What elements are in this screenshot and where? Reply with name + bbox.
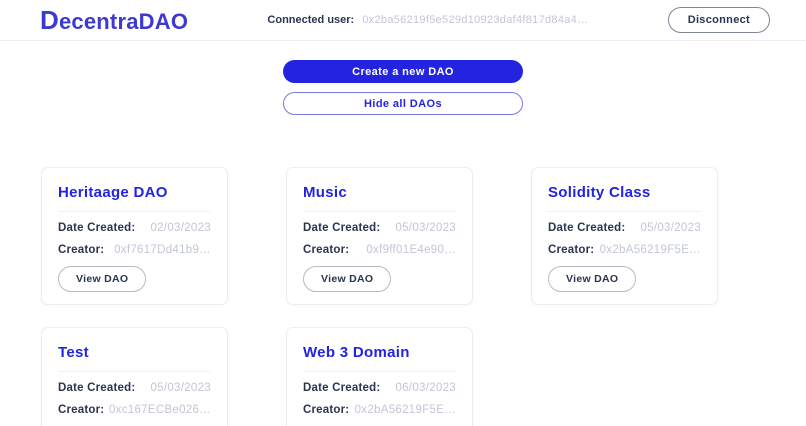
connected-user: Connected user: 0x2ba56219f5e529d10923da… [188,14,668,26]
connected-user-label: Connected user: [267,14,355,26]
creator-value: 0xc167ECBe026… [108,404,211,416]
creator-label: Creator: [303,244,350,256]
view-dao-button[interactable]: View DAO [58,266,147,292]
logo[interactable]: DecentraDAO [40,5,188,36]
date-created-value: 05/03/2023 [395,222,456,234]
dao-card-title: Web 3 Domain [303,340,456,372]
connected-user-address: 0x2ba56219f5e529d10923daf4f817d84a4… [362,14,589,26]
date-created-label: Date Created: [548,222,626,234]
date-created-label: Date Created: [58,222,136,234]
dao-card: Test Date Created: 05/03/2023 Creator: 0… [41,327,228,426]
hide-daos-button[interactable]: Hide all DAOs [283,92,523,115]
logo-rest: ecentraDAO [58,8,189,34]
creator-row: Creator: 0xf9ff01E4e90… [303,244,456,256]
date-created-label: Date Created: [58,382,136,394]
creator-label: Creator: [58,244,105,256]
dao-card-title: Solidity Class [548,180,701,212]
date-created-label: Date Created: [303,222,381,234]
creator-row: Creator: 0xf7617Dd41b9… [58,244,211,256]
date-created-row: Date Created: 06/03/2023 [303,382,456,394]
create-dao-button[interactable]: Create a new DAO [283,60,523,83]
creator-value: 0xf9ff01E4e90… [366,244,456,256]
actions-section: Create a new DAO Hide all DAOs [0,60,806,115]
creator-label: Creator: [303,404,350,416]
creator-label: Creator: [548,244,595,256]
view-dao-button[interactable]: View DAO [303,266,392,292]
dao-cards-grid: Heritaage DAO Date Created: 02/03/2023 C… [41,167,806,426]
dao-card-title: Music [303,180,456,212]
creator-row: Creator: 0x2bA56219F5E… [303,404,456,416]
dao-card: Web 3 Domain Date Created: 06/03/2023 Cr… [286,327,473,426]
creator-value: 0xf7617Dd41b9… [114,244,211,256]
dao-card: Heritaage DAO Date Created: 02/03/2023 C… [41,167,228,305]
date-created-row: Date Created: 02/03/2023 [58,222,211,234]
date-created-row: Date Created: 05/03/2023 [303,222,456,234]
view-dao-button[interactable]: View DAO [548,266,637,292]
date-created-value: 06/03/2023 [395,382,456,394]
header: DecentraDAO Connected user: 0x2ba56219f5… [0,0,806,41]
creator-row: Creator: 0x2bA56219F5E… [548,244,701,256]
creator-label: Creator: [58,404,105,416]
creator-value: 0x2bA56219F5E… [599,244,701,256]
date-created-value: 02/03/2023 [150,222,211,234]
disconnect-button[interactable]: Disconnect [667,7,770,33]
creator-row: Creator: 0xc167ECBe026… [58,404,211,416]
date-created-value: 05/03/2023 [150,382,211,394]
logo-first-letter: D [40,4,59,35]
date-created-value: 05/03/2023 [640,222,701,234]
dao-card-title: Heritaage DAO [58,180,211,212]
date-created-row: Date Created: 05/03/2023 [548,222,701,234]
dao-card: Solidity Class Date Created: 05/03/2023 … [531,167,718,305]
date-created-label: Date Created: [303,382,381,394]
dao-card-title: Test [58,340,211,372]
date-created-row: Date Created: 05/03/2023 [58,382,211,394]
creator-value: 0x2bA56219F5E… [354,404,456,416]
dao-card: Music Date Created: 05/03/2023 Creator: … [286,167,473,305]
